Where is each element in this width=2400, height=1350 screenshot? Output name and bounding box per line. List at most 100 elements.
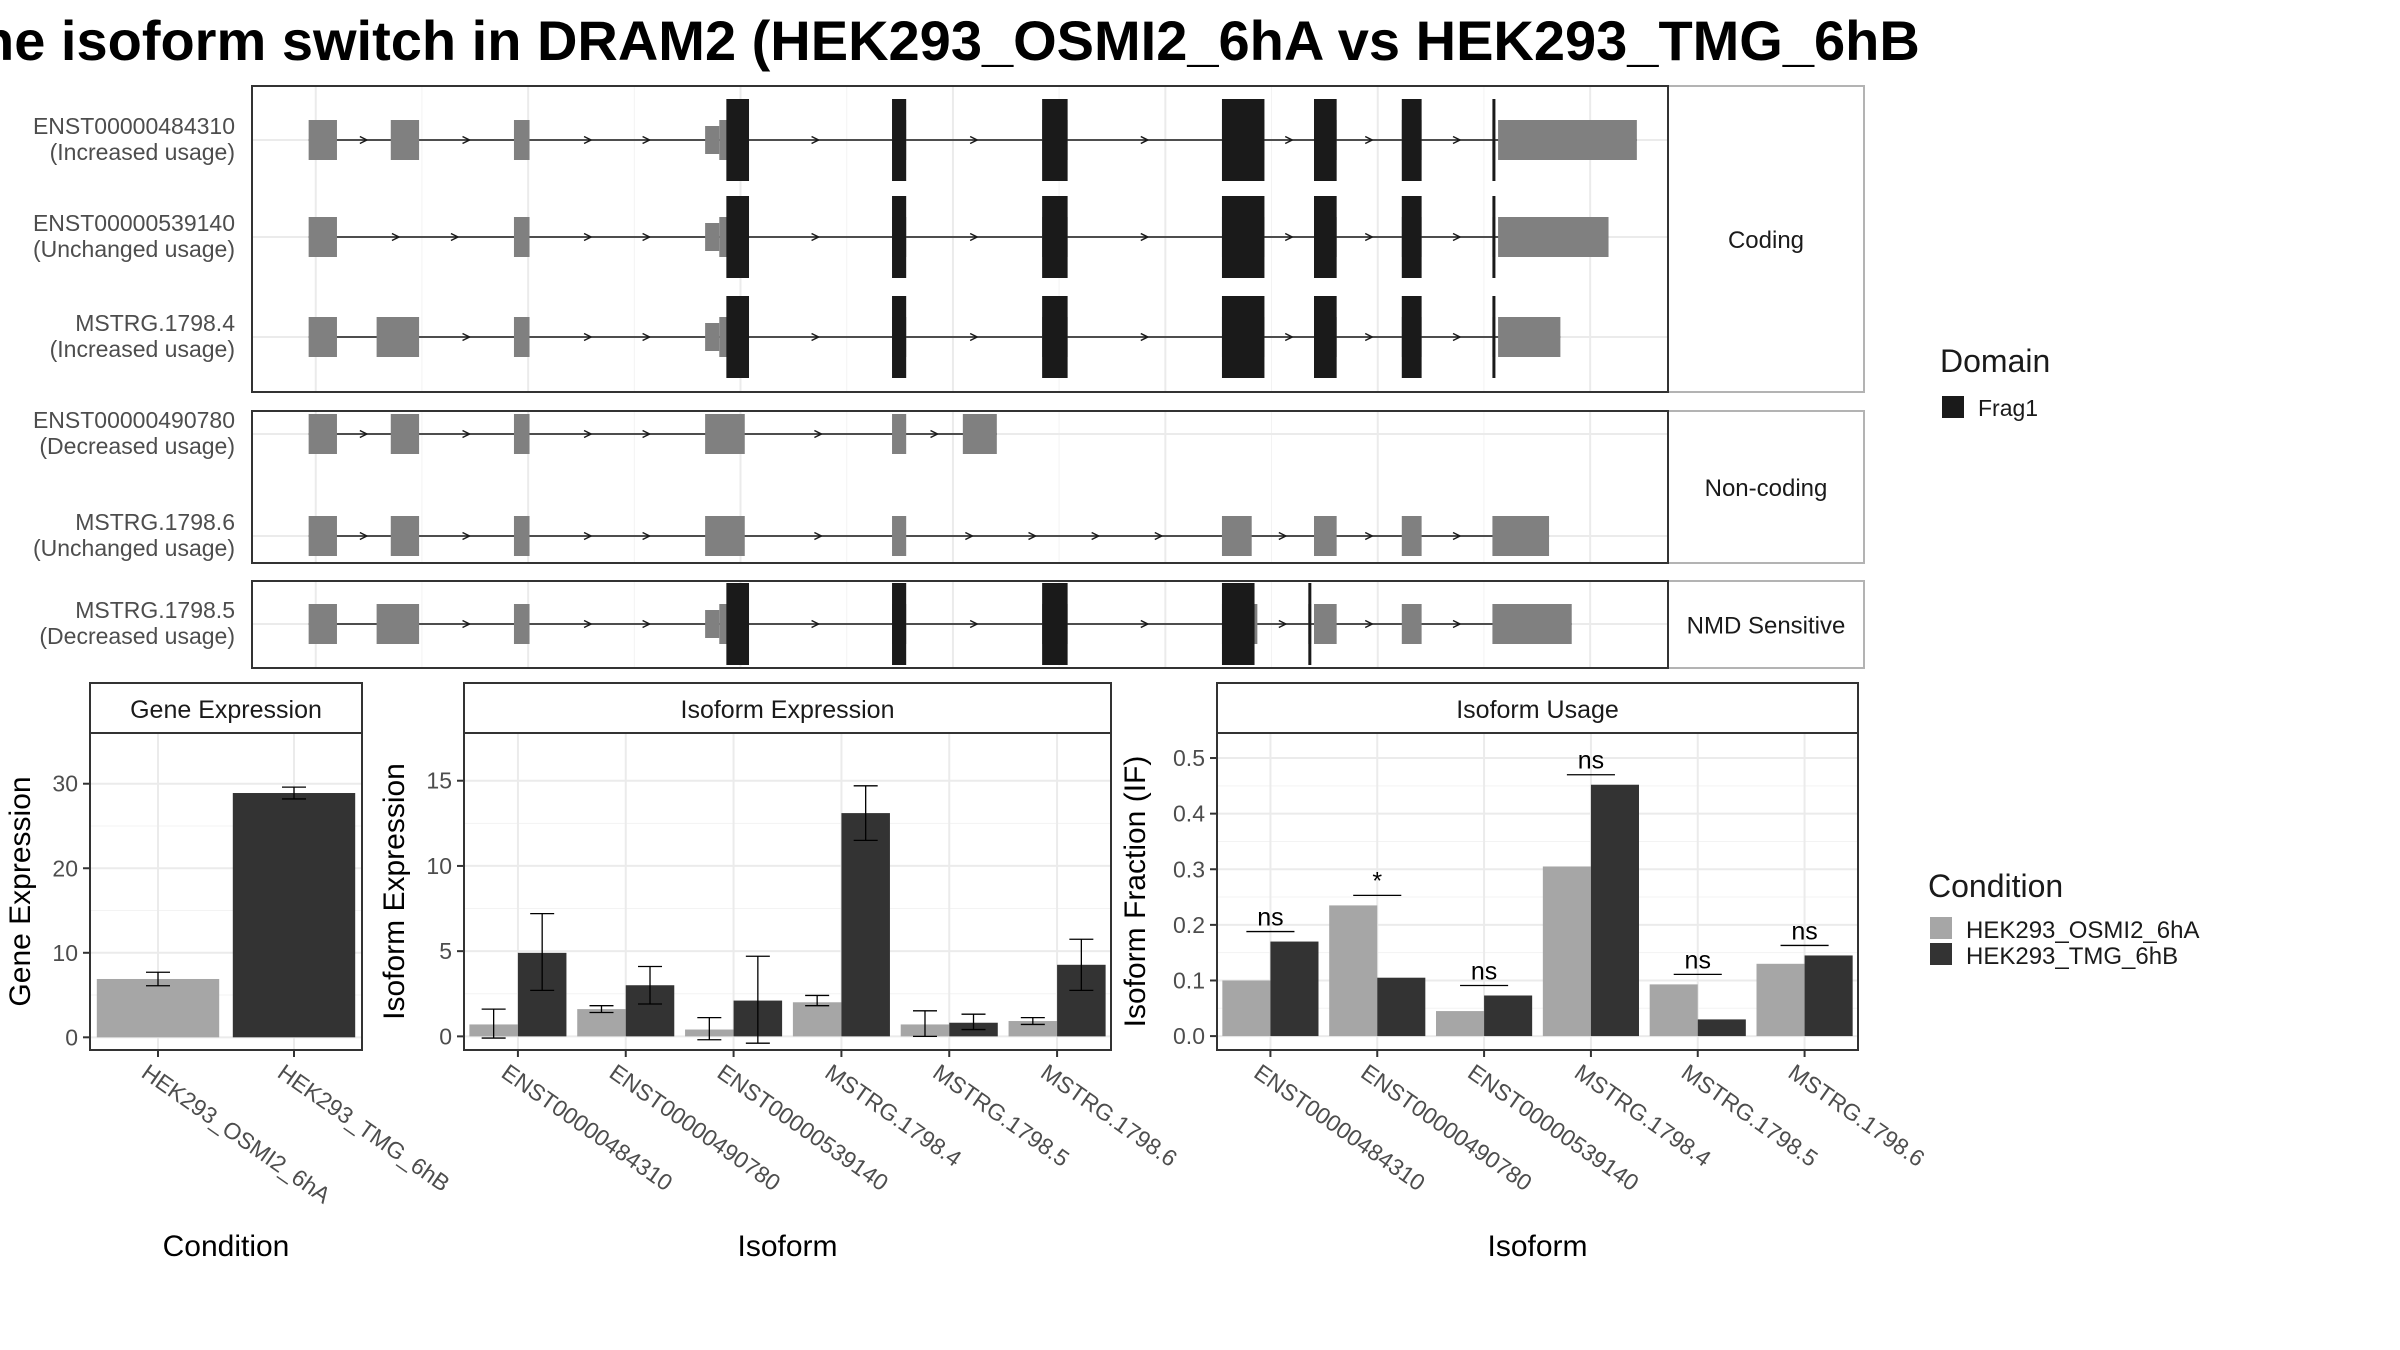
exon [513,414,530,454]
facet-strip-label: Gene Expression [130,696,322,724]
y-axis-title: Isoform Fraction (IF) [1119,756,1152,1028]
domain-legend-title: Domain [1940,343,2050,379]
error-bar [589,1005,614,1014]
exon [705,223,720,251]
exon [1498,317,1561,357]
error-bar [481,1008,506,1039]
domain-region [1308,583,1312,665]
intron-arrow [1091,531,1101,541]
bar [1590,784,1639,1037]
intron-arrow [359,429,369,439]
error-bar [961,1013,986,1031]
y-tick-label: 5 [439,938,452,964]
intron-arrow [462,135,472,145]
domain-region [892,196,907,278]
error-bar [745,955,770,1044]
intron-arrow [642,619,652,629]
y-tick-label: 0.4 [1173,801,1205,827]
bar [1008,1021,1058,1037]
intron-arrow [1364,135,1374,145]
intron-arrow [1028,531,1038,541]
error-bar [1020,1016,1045,1026]
bar [1270,941,1319,1037]
error-bar [638,965,663,1005]
exon [962,414,997,454]
intron-arrow [359,531,369,541]
domain-legend-swatch [1942,396,1964,418]
bar [1756,963,1805,1037]
exon [513,604,530,644]
condition-legend-label: HEK293_TMG_6hB [1966,943,2178,970]
y-tick-label: 10 [52,940,78,966]
intron-arrow [811,332,821,342]
facet-strip [89,682,363,734]
intron-arrow [1140,332,1150,342]
error-bar [146,971,170,987]
exon [376,604,420,644]
intron-arrow [583,232,593,242]
intron-arrow [642,332,652,342]
intron-arrow [583,531,593,541]
domain-region [892,296,907,378]
intron-arrow [1364,332,1374,342]
exon [390,120,420,160]
intron-arrow [814,531,824,541]
transcript-usage: (Unchanged usage) [33,236,235,262]
exon [705,610,720,638]
exon [705,126,720,154]
intron-arrow [642,135,652,145]
intron-arrow [583,135,593,145]
gene-panel-border [251,580,1669,669]
intron-arrow [1364,531,1374,541]
significance-label: ns [1471,957,1497,985]
intron-arrow [1154,531,1164,541]
transcript-usage: (Increased usage) [50,336,235,362]
y-tick-label: 15 [426,768,452,794]
domain-region [1042,196,1068,278]
intron-arrow [1140,619,1150,629]
error-bar [912,1010,937,1038]
domain-region [1314,196,1337,278]
exon [705,323,720,351]
intron-arrow [1364,619,1374,629]
exon [892,516,907,556]
y-tick-label: 0 [439,1023,452,1049]
bar [1697,1019,1746,1037]
transcript-name: ENST00000490780 [33,407,235,433]
intron-arrow [930,429,940,439]
y-axis-title: Isoform Expression [378,763,411,1020]
transcript-usage: (Increased usage) [50,139,235,165]
transcript-name: MSTRG.1798.4 [75,310,235,336]
exon [1498,120,1637,160]
bar [1436,1011,1485,1037]
y-tick-label: 30 [52,771,78,797]
domain-region [1221,99,1265,181]
intron-arrow [1452,135,1462,145]
domain-region [1042,583,1068,665]
bar [1377,977,1426,1037]
intron-arrow [969,619,979,629]
intron-arrow [642,531,652,541]
significance-label: ns [1791,917,1817,945]
intron-arrow [814,429,824,439]
exon [513,120,530,160]
significance-label: * [1372,867,1382,895]
intron-arrow [462,332,472,342]
exon [308,120,337,160]
exon [513,516,530,556]
intron-arrow [1452,332,1462,342]
condition-legend-title: Condition [1928,868,2063,904]
intron-arrow [811,135,821,145]
exon [1498,217,1609,257]
x-tick-label: ENST00000484310 [1250,1059,1430,1196]
x-axis-title: Isoform [1487,1230,1587,1263]
y-tick-label: 0.2 [1173,912,1205,938]
y-tick-label: 0.1 [1173,967,1205,993]
bar [96,978,220,1038]
panel-strip [1667,85,1865,393]
exon [308,516,337,556]
intron-arrow [1284,232,1294,242]
intron-arrow [1278,619,1288,629]
domain-region [1042,99,1068,181]
